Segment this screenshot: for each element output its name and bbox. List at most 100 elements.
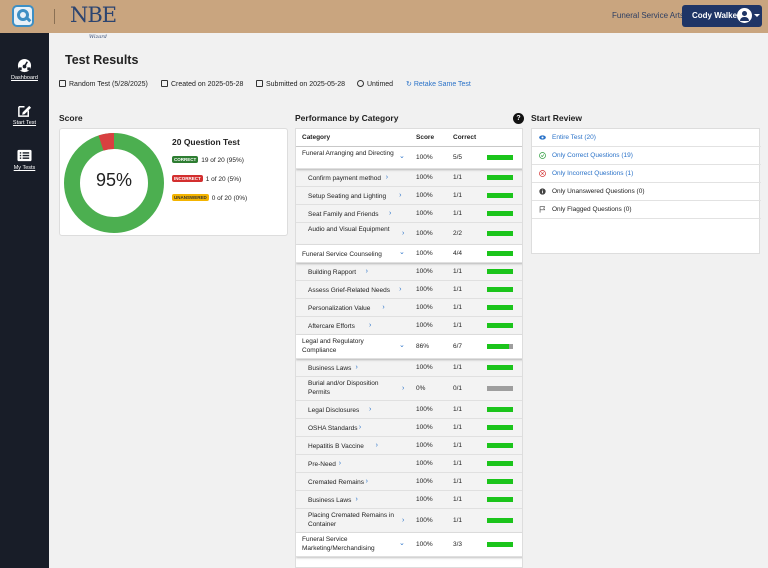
row-progress-bar	[487, 497, 513, 502]
row-score: 100%	[416, 541, 433, 548]
sidebar-item-start-test[interactable]: Start Test	[0, 103, 49, 135]
row-progress-bar	[487, 365, 513, 370]
review-unanswered-questions[interactable]: Only Unanswered Questions (0)	[532, 183, 761, 201]
chevron-right-icon[interactable]: ›	[368, 322, 372, 329]
chevron-right-icon[interactable]: ›	[399, 286, 402, 293]
chevron-right-icon[interactable]: ›	[402, 230, 405, 237]
row-category-name: Cremated Remains	[308, 479, 364, 486]
user-menu-button[interactable]: Cody Walker	[682, 5, 762, 27]
incorrect-badge: INCORRECT	[172, 175, 203, 182]
subcategory-row[interactable]: OSHA Standards › 100% 1/1	[296, 419, 522, 437]
subcategory-row[interactable]: Cremated Remains › 100% 1/1	[296, 473, 522, 491]
retake-test-link[interactable]: ↻ Retake Same Test	[406, 81, 471, 88]
review-correct-questions[interactable]: Only Correct Questions (19)	[532, 147, 761, 165]
chevron-right-icon[interactable]: ›	[355, 364, 358, 371]
review-entire-test[interactable]: Entire Test (20)	[532, 129, 761, 147]
info-circle-icon	[539, 188, 546, 195]
row-correct: 1/1	[453, 406, 463, 413]
app-logo-icon[interactable]	[12, 5, 34, 27]
progress-fill	[487, 305, 513, 310]
row-category-name: OSHA Standards	[308, 425, 358, 432]
nbe-logo[interactable]: NBE Wizard	[70, 3, 117, 40]
chevron-right-icon[interactable]: ›	[399, 192, 402, 199]
review-card: Entire Test (20) Only Correct Questions …	[531, 128, 761, 254]
row-progress-bar	[487, 425, 513, 430]
row-category-name: Hepatitis B Vaccine	[308, 443, 364, 450]
progress-fill	[487, 497, 513, 502]
sidebar-label: Start Test	[12, 120, 37, 126]
timing-meta: Untimed	[357, 80, 393, 88]
score-card: 95% 20 Question Test CORRECT 19 of 20 (95…	[59, 128, 288, 236]
chevron-right-icon[interactable]: ›	[385, 174, 389, 181]
table-header: Category Score Correct	[296, 129, 522, 147]
subcategory-row[interactable]: Building Rapport › 100% 1/1	[296, 263, 522, 281]
row-category-name: Business Laws	[308, 497, 352, 504]
review-flagged-questions[interactable]: Only Flagged Questions (0)	[532, 201, 761, 219]
sidebar: Dashboard Start Test My Tests	[0, 33, 49, 568]
subcategory-row[interactable]: Personalization Value › 100% 1/1	[296, 299, 522, 317]
clock-icon	[357, 80, 364, 87]
chevron-right-icon[interactable]: ›	[355, 496, 358, 503]
review-incorrect-questions[interactable]: Only Incorrect Questions (1)	[532, 165, 761, 183]
page-title: Test Results	[65, 53, 139, 67]
chevron-right-icon[interactable]: ›	[402, 517, 405, 524]
row-category-name: Placing Cremated Remains in Container	[308, 512, 394, 528]
help-icon[interactable]: ?	[513, 113, 524, 124]
calendar-icon	[256, 80, 263, 87]
subcategory-row[interactable]: Business Laws › 100% 1/1	[296, 359, 522, 377]
subcategory-row[interactable]: Business Laws › 100% 1/1	[296, 491, 522, 509]
subcategory-row[interactable]: Confirm payment method › 100% 1/1	[296, 169, 522, 187]
row-category-name: Setup Seating and Lighting	[308, 193, 387, 200]
chevron-right-icon[interactable]: ›	[368, 406, 372, 413]
progress-fill	[487, 155, 513, 160]
row-progress-bar	[487, 386, 513, 391]
subcategory-row[interactable]: Aftercare Efforts › 100% 1/1	[296, 317, 522, 335]
sidebar-item-my-tests[interactable]: My Tests	[0, 148, 49, 180]
chevron-right-icon[interactable]: ›	[375, 442, 378, 449]
row-progress-bar	[487, 518, 513, 523]
row-category-name: Assess Grief-Related Needs	[308, 287, 391, 294]
chevron-right-icon[interactable]: ›	[382, 304, 385, 311]
chevron-right-icon[interactable]: ›	[338, 460, 342, 467]
chevron-right-icon[interactable]: ›	[365, 478, 368, 485]
row-category-name: Seat Family and Friends	[308, 211, 379, 218]
list-icon	[17, 149, 32, 162]
chevron-down-icon[interactable]: ⌄	[399, 153, 405, 160]
subcategory-row[interactable]: Setup Seating and Lighting › 100% 1/1	[296, 187, 522, 205]
row-score: 100%	[416, 210, 433, 217]
subcategory-row[interactable]: Pre-Need › 100% 1/1	[296, 455, 522, 473]
chevron-right-icon[interactable]: ›	[389, 210, 392, 217]
category-row[interactable]: Funeral Arranging and Directing ⌄ 100% 5/5	[296, 147, 522, 169]
subcategory-row[interactable]: Burial and/or Disposition Permits › 0% 0/1	[296, 377, 522, 401]
row-category-name: Funeral Arranging and Directing	[302, 150, 394, 157]
subcategory-row[interactable]: Legal Disclosures › 100% 1/1	[296, 401, 522, 419]
category-row[interactable]: Funeral Service Marketing/Merchandising ⌄…	[296, 533, 522, 557]
subcategory-row[interactable]: Assess Grief-Related Needs › 100% 1/1	[296, 281, 522, 299]
chevron-down-icon[interactable]: ⌄	[399, 342, 405, 349]
chevron-right-icon[interactable]: ›	[402, 385, 405, 392]
row-score: 100%	[416, 154, 433, 161]
progress-fill	[487, 518, 513, 523]
sidebar-item-dashboard[interactable]: Dashboard	[0, 58, 49, 90]
row-score: 100%	[416, 286, 433, 293]
category-row[interactable]: Funeral Service Counseling ⌄ 100% 4/4	[296, 245, 522, 263]
flag-icon	[539, 206, 546, 213]
subcategory-row[interactable]: Audio and Visual Equipment › 100% 2/2	[296, 223, 522, 245]
chevron-right-icon[interactable]: ›	[358, 424, 362, 431]
program-name: Funeral Service Arts	[612, 11, 685, 20]
row-correct: 1/1	[453, 496, 463, 503]
test-title: 20 Question Test	[172, 137, 240, 147]
category-row[interactable]: Legal and Regulatory Compliance ⌄ 86% 6/7	[296, 335, 522, 359]
score-percent: 95%	[95, 170, 133, 190]
chevron-right-icon[interactable]: ›	[365, 268, 368, 275]
file-icon	[59, 80, 66, 87]
chevron-down-icon[interactable]: ⌄	[399, 540, 405, 547]
subcategory-row[interactable]: Placing Cremated Remains in Container › 10…	[296, 509, 522, 533]
row-correct: 1/1	[453, 442, 463, 449]
subcategory-row[interactable]: Seat Family and Friends › 100% 1/1	[296, 205, 522, 223]
subcategory-row[interactable]: Hepatitis B Vaccine › 100% 1/1	[296, 437, 522, 455]
row-category-name: Legal and Regulatory Compliance	[302, 338, 364, 354]
row-progress-bar	[487, 344, 513, 349]
row-correct: 1/1	[453, 304, 463, 311]
chevron-down-icon[interactable]: ⌄	[399, 249, 405, 256]
